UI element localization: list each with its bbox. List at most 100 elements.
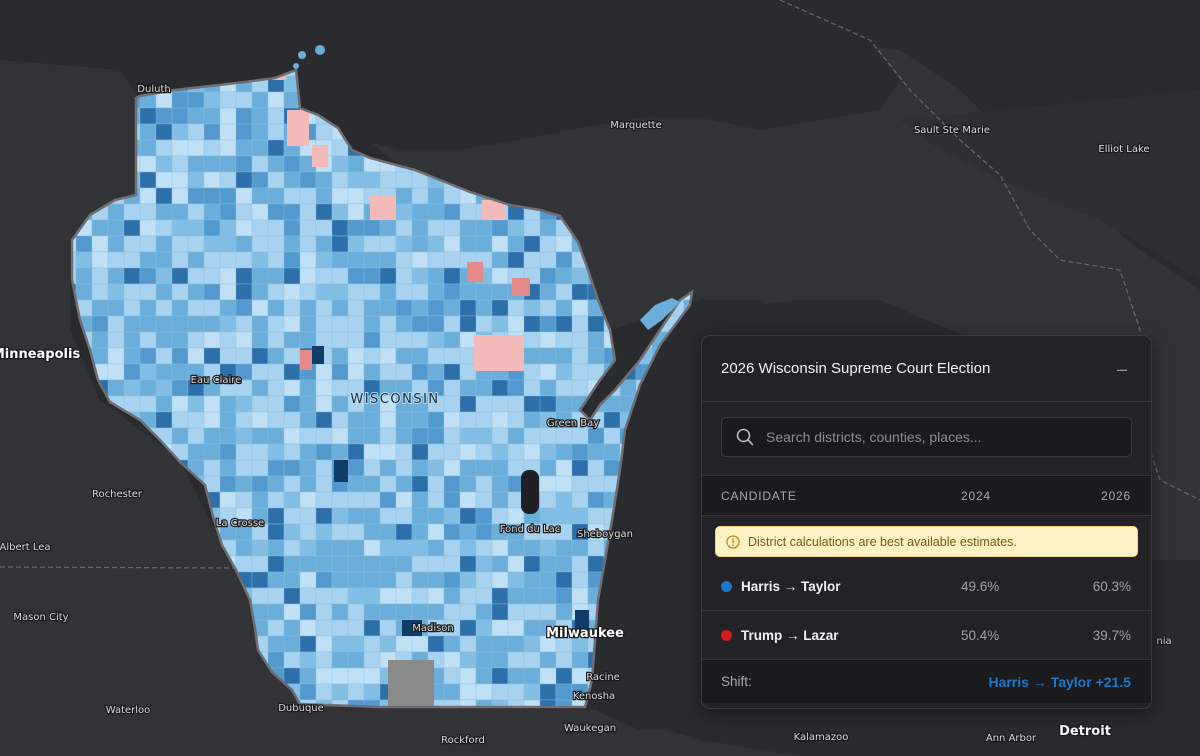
district-cell[interactable]	[347, 555, 365, 573]
district-cell[interactable]	[331, 139, 349, 157]
district-cell[interactable]	[267, 603, 285, 621]
district-cell[interactable]	[379, 475, 397, 493]
district-cell[interactable]	[395, 539, 413, 557]
district-cell[interactable]	[411, 603, 429, 621]
district-cell[interactable]	[555, 587, 573, 605]
district-cell[interactable]	[171, 411, 189, 429]
district-cell[interactable]	[475, 411, 493, 429]
district-cell[interactable]	[251, 427, 269, 445]
district-cell[interactable]	[555, 475, 573, 493]
district-cell[interactable]	[491, 603, 509, 621]
district-cell[interactable]	[299, 251, 317, 269]
district-cell[interactable]	[315, 203, 333, 221]
district-cell[interactable]	[235, 219, 253, 237]
district-cell[interactable]	[267, 107, 285, 125]
district-cell[interactable]	[235, 539, 253, 557]
district-cell[interactable]	[299, 683, 317, 701]
district-cell[interactable]	[171, 91, 189, 109]
district-cell[interactable]	[203, 91, 221, 109]
district-cell[interactable]	[251, 203, 269, 221]
district-cell[interactable]	[555, 571, 573, 589]
district-cell[interactable]	[219, 155, 237, 173]
district-cell[interactable]	[171, 395, 189, 413]
district-cell[interactable]	[219, 491, 237, 509]
district-cell[interactable]	[331, 555, 349, 573]
district-cell[interactable]	[507, 619, 525, 637]
district-cell[interactable]	[395, 475, 413, 493]
district-cell[interactable]	[427, 331, 445, 349]
district-cell[interactable]	[587, 331, 605, 349]
district-cell[interactable]	[299, 203, 317, 221]
district-cell[interactable]	[347, 443, 365, 461]
district-cell[interactable]	[235, 123, 253, 141]
district-cell[interactable]	[427, 507, 445, 525]
district-cell[interactable]	[91, 347, 109, 365]
district-cell[interactable]	[507, 427, 525, 445]
district-cell[interactable]	[203, 459, 221, 477]
district-cell[interactable]	[283, 603, 301, 621]
district-cell[interactable]	[507, 651, 525, 669]
district-cell[interactable]	[395, 555, 413, 573]
district-cell[interactable]	[539, 475, 557, 493]
district-cell[interactable]	[395, 411, 413, 429]
district-cell[interactable]	[539, 331, 557, 349]
district-cell[interactable]	[571, 443, 589, 461]
district-cell[interactable]	[235, 139, 253, 157]
district-cell[interactable]	[363, 235, 381, 253]
district-cell[interactable]	[299, 427, 317, 445]
district-cell[interactable]	[475, 571, 493, 589]
district-cell[interactable]	[203, 395, 221, 413]
district-cell[interactable]	[395, 251, 413, 269]
district-cell[interactable]	[331, 635, 349, 653]
district-cell[interactable]	[187, 107, 205, 125]
district-cell[interactable]	[379, 331, 397, 349]
district-cell[interactable]	[411, 571, 429, 589]
district-cell[interactable]	[347, 299, 365, 317]
district-cell[interactable]	[475, 507, 493, 525]
district-cell[interactable]	[235, 347, 253, 365]
district-cell[interactable]	[507, 539, 525, 557]
district-cell[interactable]	[539, 459, 557, 477]
district-cell[interactable]	[219, 91, 237, 109]
district-cell[interactable]	[491, 619, 509, 637]
district-cell[interactable]	[299, 219, 317, 237]
district-cell[interactable]	[411, 267, 429, 285]
district-cell[interactable]	[139, 347, 157, 365]
district-cell[interactable]	[347, 603, 365, 621]
district-cell[interactable]	[283, 635, 301, 653]
district-cell[interactable]	[331, 267, 349, 285]
district-cell[interactable]	[251, 555, 269, 573]
district-cell[interactable]	[347, 187, 365, 205]
district-cell[interactable]	[203, 123, 221, 141]
district-cell[interactable]	[123, 219, 141, 237]
district-cell[interactable]	[283, 491, 301, 509]
district-cell[interactable]	[91, 251, 109, 269]
district-cell[interactable]	[379, 411, 397, 429]
district-cell[interactable]	[475, 555, 493, 573]
district-cell[interactable]	[379, 491, 397, 509]
district-cell[interactable]	[331, 395, 349, 413]
district-cell[interactable]	[459, 555, 477, 573]
district-cell[interactable]	[251, 443, 269, 461]
district-cell[interactable]	[443, 363, 461, 381]
district-cell[interactable]	[427, 347, 445, 365]
district-cell[interactable]	[555, 699, 573, 716]
district-cell[interactable]	[379, 603, 397, 621]
district-cell[interactable]	[443, 523, 461, 541]
collapse-button[interactable]: –	[1116, 358, 1127, 379]
district-cell[interactable]	[443, 587, 461, 605]
district-cell[interactable]	[251, 347, 269, 365]
district-cell[interactable]	[299, 411, 317, 429]
district-cell[interactable]	[491, 555, 509, 573]
district-cell[interactable]	[331, 411, 349, 429]
district-cell[interactable]	[523, 603, 541, 621]
district-cell[interactable]	[251, 587, 269, 605]
district-cell[interactable]	[539, 347, 557, 365]
district-cell[interactable]	[507, 219, 525, 237]
district-cell[interactable]	[331, 699, 349, 716]
district-cell[interactable]	[139, 251, 157, 269]
district-cell[interactable]	[171, 267, 189, 285]
district-cell[interactable]	[251, 571, 269, 589]
district-cell[interactable]	[267, 299, 285, 317]
district-cell[interactable]	[459, 379, 477, 397]
